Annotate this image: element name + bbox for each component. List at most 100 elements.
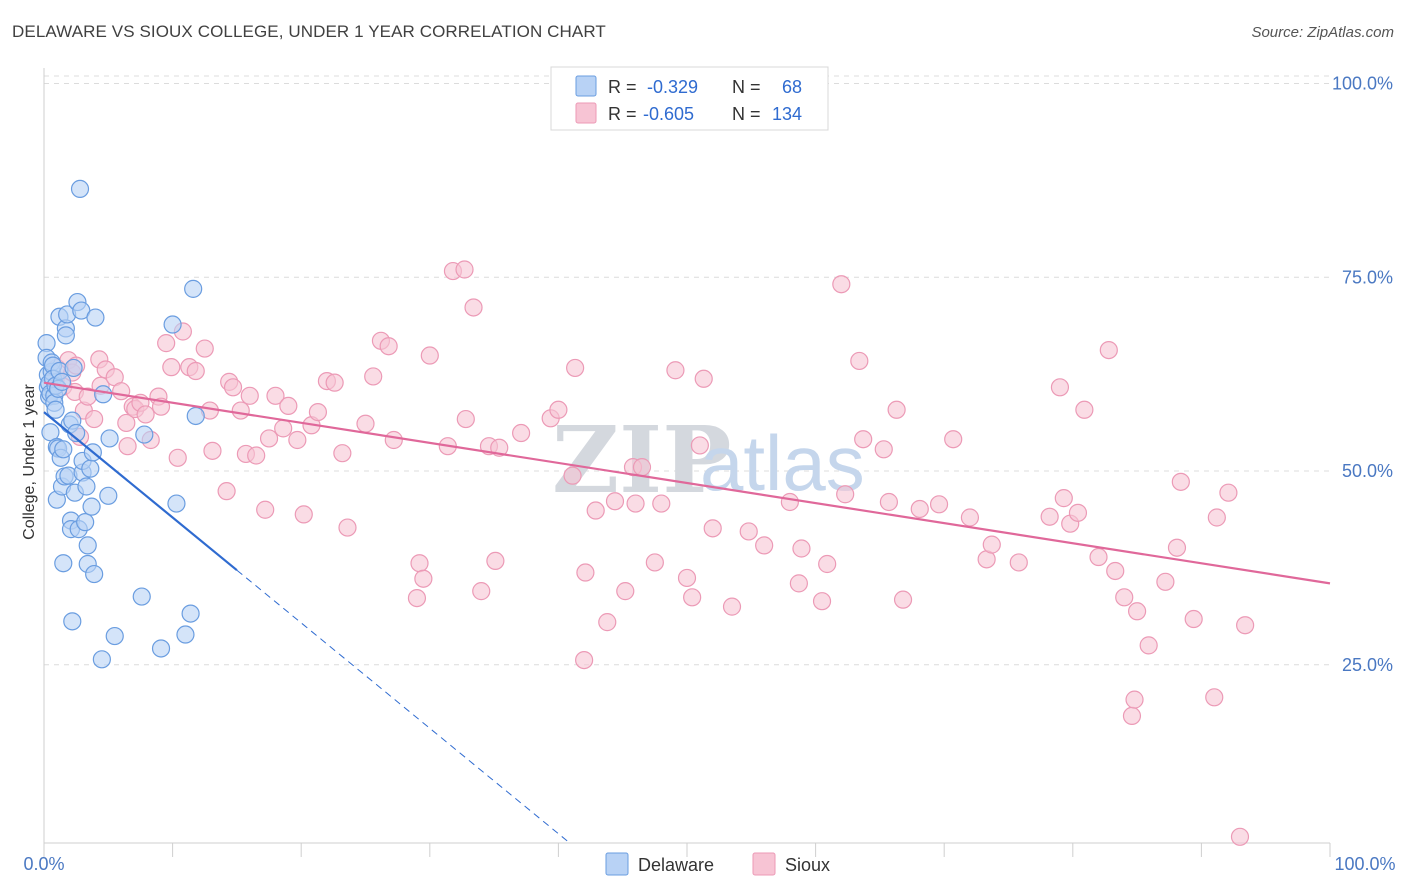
legend-label-delaware: Delaware — [638, 855, 714, 875]
delaware-point-26 — [54, 554, 73, 573]
sioux-point-139 — [1236, 616, 1255, 635]
sioux-point-58 — [384, 430, 403, 450]
delaware-point-51 — [82, 497, 101, 516]
sioux-point-130 — [1139, 636, 1158, 655]
sioux-points — [46, 260, 1255, 846]
sioux-point-39 — [240, 386, 259, 405]
sioux-point-98 — [789, 574, 808, 593]
sioux-point-52 — [333, 444, 352, 463]
stat-n-value-delaware: 68 — [782, 77, 802, 97]
sioux-point-91 — [690, 436, 709, 455]
delaware-point-14 — [46, 400, 65, 419]
sioux-point-94 — [722, 597, 742, 616]
delaware-point-35 — [63, 612, 82, 631]
delaware-point-55 — [92, 650, 111, 669]
stat-r-label-delaware: R = — [608, 77, 637, 97]
sioux-point-55 — [364, 367, 383, 386]
sioux-point-80 — [598, 613, 617, 632]
sioux-point-97 — [780, 492, 799, 512]
sioux-point-126 — [1115, 588, 1134, 607]
sioux-point-47 — [294, 505, 313, 524]
delaware-point-54 — [86, 308, 105, 327]
delaware-point-46 — [76, 513, 95, 532]
delaware-point-68 — [186, 406, 205, 426]
x-axis-ticks — [43, 843, 1331, 857]
sioux-point-72 — [512, 423, 531, 443]
sioux-point-129 — [1127, 602, 1147, 621]
sioux-point-103 — [836, 485, 855, 504]
sioux-point-135 — [1205, 688, 1224, 707]
delaware-point-48 — [78, 536, 97, 555]
delaware-point-67 — [184, 279, 203, 298]
sioux-point-99 — [792, 539, 811, 558]
sioux-point-123 — [1089, 547, 1108, 567]
sioux-point-82 — [616, 582, 635, 601]
sioux-point-119 — [1054, 489, 1073, 508]
sioux-point-100 — [812, 592, 832, 611]
sioux-point-76 — [566, 358, 585, 378]
sioux-point-137 — [1219, 483, 1238, 502]
x-tick-label-max: 100.0% — [1334, 854, 1395, 874]
sioux-point-42 — [259, 429, 279, 448]
delaware-point-63 — [163, 315, 182, 334]
sioux-point-131 — [1156, 572, 1175, 591]
sioux-point-132 — [1167, 538, 1187, 557]
delaware-point-66 — [181, 604, 200, 623]
sioux-point-133 — [1171, 472, 1190, 491]
sioux-point-40 — [247, 446, 266, 465]
delaware-point-59 — [105, 626, 124, 646]
stat-r-label-sioux: R = — [608, 104, 637, 124]
sioux-point-93 — [703, 519, 722, 538]
sioux-point-136 — [1207, 508, 1226, 527]
sioux-point-78 — [575, 650, 594, 670]
stat-r-value-sioux: -0.605 — [643, 104, 694, 124]
y-tick-label-25: 25.0% — [1342, 655, 1393, 675]
sioux-point-46 — [288, 430, 307, 450]
sioux-point-109 — [893, 590, 913, 609]
delaware-point-47 — [77, 477, 96, 496]
sioux-point-60 — [414, 569, 433, 588]
sioux-point-90 — [683, 588, 702, 607]
sioux-point-108 — [887, 400, 906, 419]
delaware-point-62 — [151, 639, 171, 658]
legend-swatch-delaware — [575, 75, 597, 97]
sioux-point-62 — [420, 346, 439, 365]
sioux-point-79 — [586, 501, 605, 520]
sioux-point-92 — [694, 369, 713, 388]
sioux-point-117 — [1040, 507, 1059, 526]
delaware-points — [37, 179, 205, 669]
delaware-point-57 — [99, 486, 118, 505]
sioux-point-16 — [117, 413, 136, 433]
sioux-point-95 — [739, 522, 758, 541]
source-credit: Source: ZipAtlas.com — [1251, 24, 1394, 41]
sioux-point-21 — [136, 405, 155, 424]
sioux-point-127 — [1122, 706, 1142, 726]
sioux-point-88 — [666, 361, 685, 380]
trend-lines — [43, 381, 1331, 843]
sioux-point-51 — [325, 373, 344, 392]
sioux-point-34 — [217, 482, 236, 501]
sioux-point-33 — [203, 441, 222, 460]
delaware-point-37 — [64, 358, 83, 378]
delaware-point-60 — [132, 587, 151, 606]
delaware-point-58 — [100, 429, 119, 448]
sioux-point-122 — [1075, 400, 1094, 419]
sioux-point-36 — [223, 378, 243, 397]
sioux-point-30 — [186, 361, 205, 381]
sioux-point-106 — [874, 440, 893, 459]
sioux-point-124 — [1099, 341, 1118, 360]
sioux-point-59 — [410, 554, 429, 573]
legend-swatch-sioux — [575, 102, 597, 124]
sioux-point-74 — [549, 400, 568, 419]
stat-n-label-delaware: N = — [732, 77, 761, 97]
delaware-point-25 — [54, 440, 73, 459]
delaware-point-39 — [67, 423, 86, 443]
y-tick-label-50: 50.0% — [1342, 461, 1393, 481]
delaware-trend-line — [43, 411, 238, 572]
sioux-point-54 — [356, 414, 375, 433]
sioux-point-105 — [854, 430, 873, 449]
sioux-point-26 — [162, 358, 181, 377]
sioux-point-43 — [266, 386, 285, 405]
sioux-point-104 — [850, 351, 869, 371]
